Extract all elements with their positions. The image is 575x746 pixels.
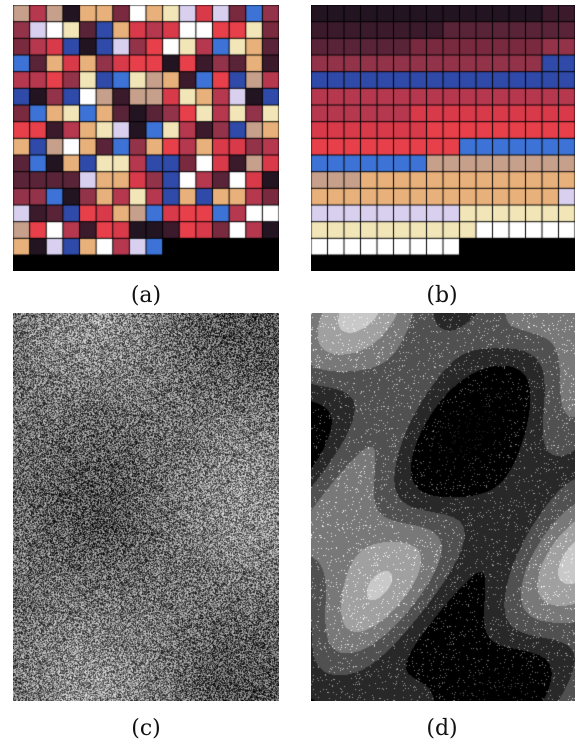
index-map-d: [311, 313, 575, 701]
panel-a: [13, 5, 279, 271]
caption-c: (c): [131, 716, 161, 741]
palette-grid-b: [311, 5, 575, 271]
index-map-c: [13, 313, 279, 701]
panel-b: [311, 5, 575, 271]
caption-b: (b): [426, 283, 458, 308]
caption-a: (a): [130, 283, 162, 308]
caption-d: (d): [426, 716, 458, 741]
panel-d: [311, 313, 575, 701]
panel-c: [13, 313, 279, 701]
palette-grid-a: [13, 5, 279, 271]
